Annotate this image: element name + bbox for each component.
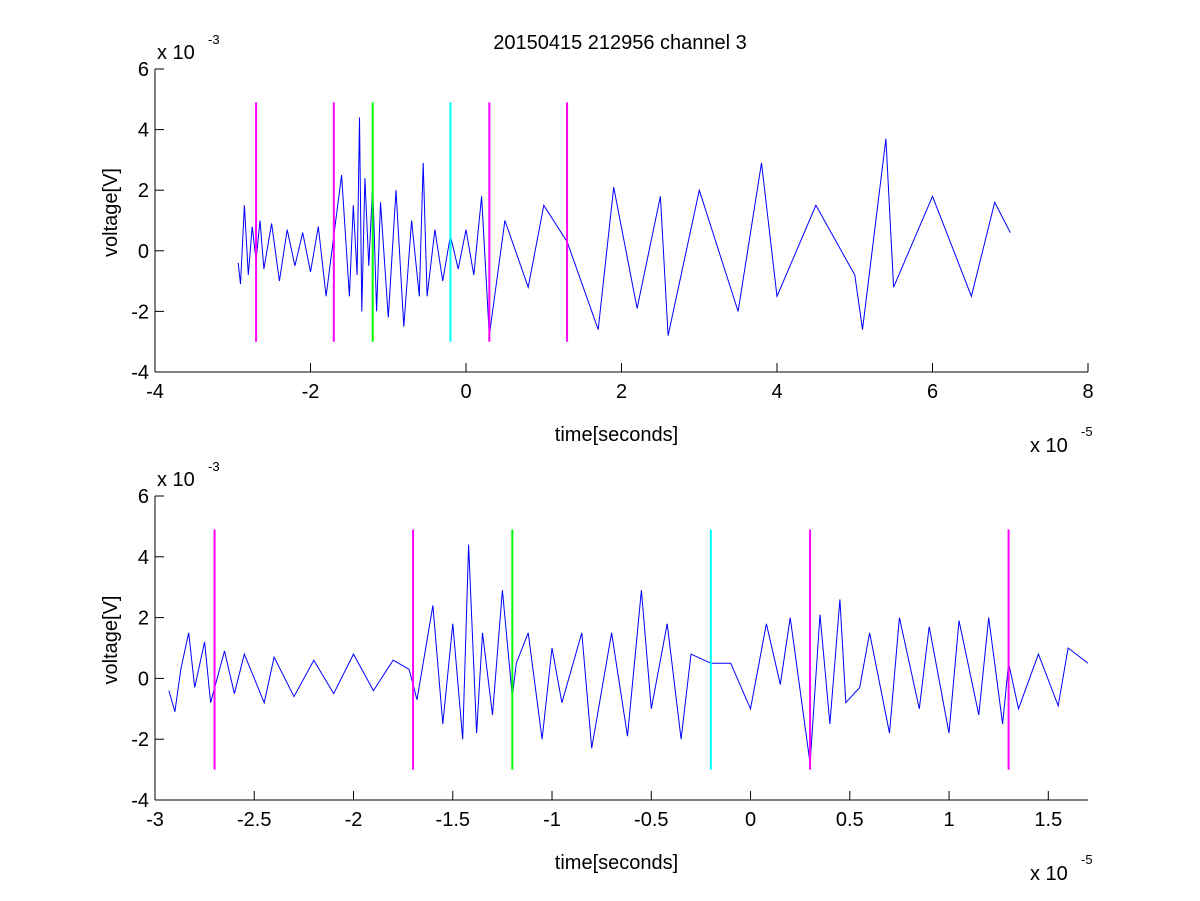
x-tick-label: 2 bbox=[616, 381, 627, 403]
x-axis-label: time[seconds] bbox=[555, 424, 678, 446]
x-tick-label: -4 bbox=[146, 381, 164, 403]
x-tick-label: 0 bbox=[745, 809, 756, 831]
x-tick-label: 8 bbox=[1082, 381, 1093, 403]
x-tick-label: 1 bbox=[943, 809, 954, 831]
x-exponent-label: x 10 bbox=[1030, 435, 1068, 457]
y-tick-label: -2 bbox=[131, 301, 149, 323]
x-tick-label: 0 bbox=[460, 381, 471, 403]
y-axis-label: voltage[V] bbox=[100, 168, 122, 257]
x-tick-label: -2 bbox=[302, 381, 320, 403]
x-tick-label: -2 bbox=[345, 809, 363, 831]
y-exponent-label: x 10 bbox=[157, 469, 195, 491]
x-tick-label: -1 bbox=[543, 809, 561, 831]
signal-series-line bbox=[168, 544, 1088, 764]
y-exponent-power: -3 bbox=[208, 32, 220, 47]
y-tick-label: 2 bbox=[138, 180, 149, 202]
y-tick-label: -2 bbox=[131, 729, 149, 751]
y-exponent-label: x 10 bbox=[157, 42, 195, 64]
x-exponent-power: -5 bbox=[1081, 852, 1093, 867]
y-tick-label: 0 bbox=[138, 241, 149, 263]
y-tick-label: -4 bbox=[131, 362, 149, 384]
y-axis-label: voltage[V] bbox=[100, 596, 122, 685]
bottom-axes: -4 -2 0 2 4 6 -3 -2.5 -2 -1.5 -1 -0.5 0 0.5 1 1.5 time[s… bbox=[100, 459, 1093, 885]
x-tick-label: 0.5 bbox=[836, 809, 864, 831]
top-axes: -4 -2 0 2 4 6 -4 -2 0 2 4 6 8 time[seconds] voltage[V]… bbox=[100, 32, 1094, 457]
x-exponent-power: -5 bbox=[1081, 424, 1093, 439]
x-tick-label: -2.5 bbox=[237, 809, 271, 831]
y-exponent-power: -3 bbox=[208, 459, 220, 474]
x-tick-label: -0.5 bbox=[634, 809, 668, 831]
y-tick-label: 2 bbox=[138, 608, 149, 630]
x-tick-label: 6 bbox=[927, 381, 938, 403]
x-tick-label: 4 bbox=[771, 381, 782, 403]
x-tick-label: 1.5 bbox=[1034, 809, 1062, 831]
y-tick-label: 0 bbox=[138, 668, 149, 690]
x-axis-label: time[seconds] bbox=[555, 852, 678, 874]
y-tick-label: 6 bbox=[138, 59, 149, 81]
signal-series-line bbox=[237, 117, 1011, 336]
x-exponent-label: x 10 bbox=[1030, 863, 1068, 885]
y-tick-label: 4 bbox=[138, 547, 149, 569]
y-tick-label: -4 bbox=[131, 790, 149, 812]
y-tick-label: 6 bbox=[138, 486, 149, 508]
figure-title: 20150415 212956 channel 3 bbox=[493, 32, 747, 54]
x-tick-label: -3 bbox=[146, 809, 164, 831]
y-tick-label: 4 bbox=[138, 120, 149, 142]
x-tick-label: -1.5 bbox=[436, 809, 470, 831]
